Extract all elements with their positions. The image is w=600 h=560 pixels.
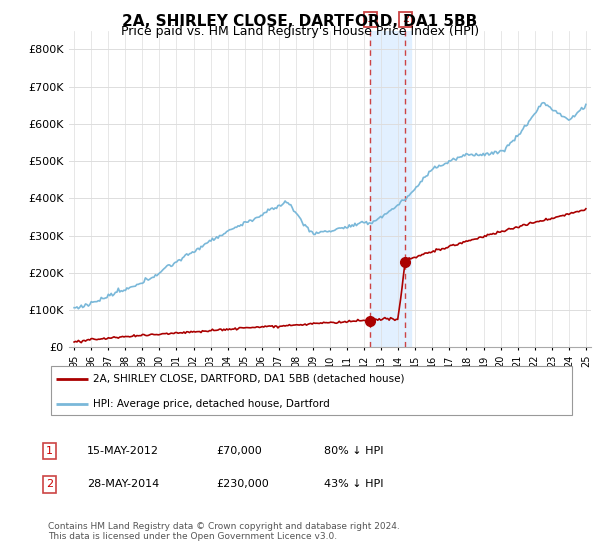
Text: 28-MAY-2014: 28-MAY-2014 [87,479,159,489]
Text: HPI: Average price, detached house, Dartford: HPI: Average price, detached house, Dart… [93,399,329,409]
Text: 43% ↓ HPI: 43% ↓ HPI [324,479,383,489]
Text: 2A, SHIRLEY CLOSE, DARTFORD, DA1 5BB: 2A, SHIRLEY CLOSE, DARTFORD, DA1 5BB [122,14,478,29]
Text: Price paid vs. HM Land Registry's House Price Index (HPI): Price paid vs. HM Land Registry's House … [121,25,479,38]
Text: 1: 1 [367,15,374,25]
Text: 2A, SHIRLEY CLOSE, DARTFORD, DA1 5BB (detached house): 2A, SHIRLEY CLOSE, DARTFORD, DA1 5BB (de… [93,374,404,384]
Text: 15-MAY-2012: 15-MAY-2012 [87,446,159,456]
Bar [370,31,411,347]
Text: £70,000: £70,000 [216,446,262,456]
Text: 1: 1 [46,446,53,456]
Text: 80% ↓ HPI: 80% ↓ HPI [324,446,383,456]
Text: 2: 2 [401,15,409,25]
Text: Contains HM Land Registry data © Crown copyright and database right 2024.
This d: Contains HM Land Registry data © Crown c… [48,522,400,542]
Text: £230,000: £230,000 [216,479,269,489]
FancyBboxPatch shape [50,366,572,415]
Text: 2: 2 [46,479,53,489]
